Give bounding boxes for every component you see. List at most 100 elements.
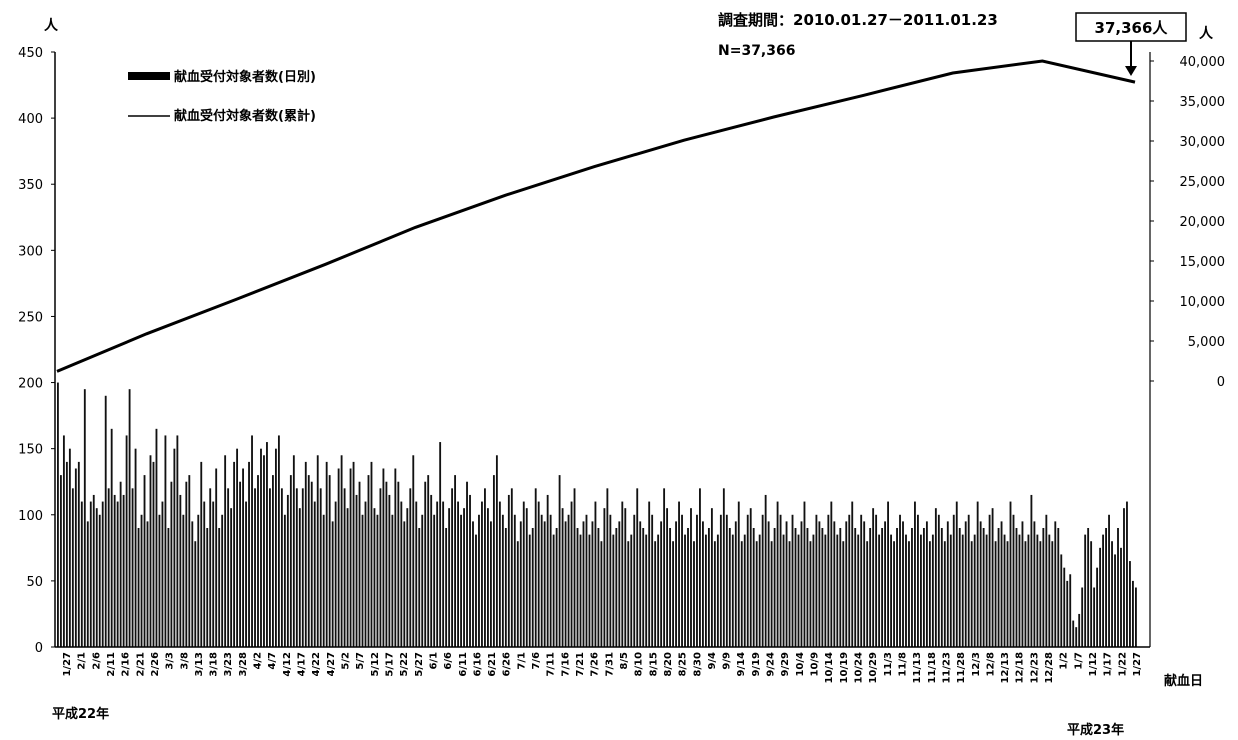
x-tick-label: 1/22 [1117, 652, 1128, 677]
bar [218, 528, 221, 647]
x-tick-label: 3/3 [165, 652, 176, 670]
x-tick-label: 6/1 [428, 652, 439, 670]
bar [325, 461, 328, 647]
bar [690, 508, 692, 647]
bar [221, 514, 224, 647]
bar [934, 508, 937, 647]
bar [1054, 521, 1057, 647]
bar [436, 501, 439, 647]
bar [546, 494, 549, 647]
bar [552, 534, 555, 647]
bar [227, 488, 230, 647]
bar [684, 534, 686, 647]
x-tick-label: 11/18 [927, 652, 938, 684]
bar [824, 534, 827, 647]
bar [991, 508, 994, 647]
bar [298, 508, 301, 647]
bar [791, 514, 794, 647]
x-tick-label: 12/28 [1044, 652, 1055, 684]
bar [182, 514, 185, 647]
right-tick-label: 20,000 [1180, 215, 1226, 230]
bar [890, 534, 892, 647]
bar [943, 541, 946, 647]
bar [570, 501, 573, 647]
x-tick-label: 4/17 [297, 652, 308, 677]
bar [206, 528, 209, 647]
bar [263, 455, 265, 647]
bar [818, 521, 821, 647]
bar [564, 521, 567, 647]
left-tick-label: 0 [35, 641, 43, 656]
bar [740, 541, 743, 647]
bar [1105, 528, 1107, 647]
bar [669, 528, 672, 647]
x-tick-label: 10/29 [868, 652, 879, 684]
bar [537, 501, 540, 647]
bar [872, 508, 875, 647]
bar [137, 528, 140, 647]
bar [406, 508, 409, 647]
bar [119, 481, 122, 647]
bar [713, 541, 716, 647]
x-tick-label: 10/4 [795, 652, 806, 677]
bar [1003, 534, 1006, 647]
left-tick-label: 400 [18, 112, 43, 127]
bar [122, 494, 125, 647]
bar [439, 442, 442, 647]
x-tick-label: 3/8 [179, 652, 190, 670]
bar [370, 461, 373, 647]
bar [212, 501, 215, 647]
right-y-ticks: 0 5,000 10,000 15,000 20,000 25,000 30,000 35,0… [1150, 55, 1225, 390]
bar [427, 475, 430, 647]
bar [1039, 541, 1042, 647]
left-tick-label: 50 [26, 575, 43, 590]
bar [113, 494, 116, 647]
bar [295, 488, 298, 647]
x-tick-label: 6/11 [458, 652, 469, 677]
bar [152, 461, 155, 647]
x-tick-label: 12/23 [1029, 652, 1040, 684]
x-tick-label: 4/2 [253, 652, 264, 670]
bar [952, 514, 955, 647]
bar [92, 494, 95, 647]
bar [101, 501, 104, 647]
left-tick-label: 250 [18, 310, 43, 325]
right-tick-label: 30,000 [1180, 135, 1226, 150]
bar [639, 521, 642, 647]
bar [1078, 613, 1081, 647]
x-tick-label: 7/26 [590, 652, 601, 677]
bar [627, 541, 630, 647]
bar [1135, 587, 1137, 647]
x-tick-label: 1/27 [1132, 652, 1143, 677]
bar [1129, 561, 1131, 647]
bar [495, 455, 498, 647]
bar [848, 514, 851, 647]
bar [940, 528, 943, 647]
bar [1027, 534, 1030, 647]
bar [498, 501, 501, 647]
bar [931, 534, 934, 647]
bar [245, 501, 247, 647]
bar [922, 528, 925, 647]
x-tick-label: 1/12 [1088, 652, 1099, 677]
x-tick-label: 10/9 [810, 652, 821, 677]
period-label: 調査期間：2010.01.27－2011.01.23 [718, 11, 998, 29]
bar [925, 521, 928, 647]
bar [272, 475, 274, 647]
bar [379, 488, 382, 647]
x-tick-label: 1/2 [1059, 652, 1070, 670]
x-axis-label: 献血日 [1164, 673, 1203, 689]
bar [197, 514, 200, 647]
bar [785, 521, 788, 647]
bar [666, 508, 669, 647]
bar [719, 514, 722, 647]
bar [501, 514, 504, 647]
bar [928, 541, 931, 647]
bar [645, 534, 648, 647]
x-tick-label: 8/5 [619, 652, 630, 670]
legend-daily-swatch [128, 72, 170, 80]
bar [412, 455, 415, 647]
x-tick-label: 10/14 [824, 652, 835, 684]
x-tick-label: 7/6 [531, 652, 542, 670]
bar [304, 461, 307, 647]
